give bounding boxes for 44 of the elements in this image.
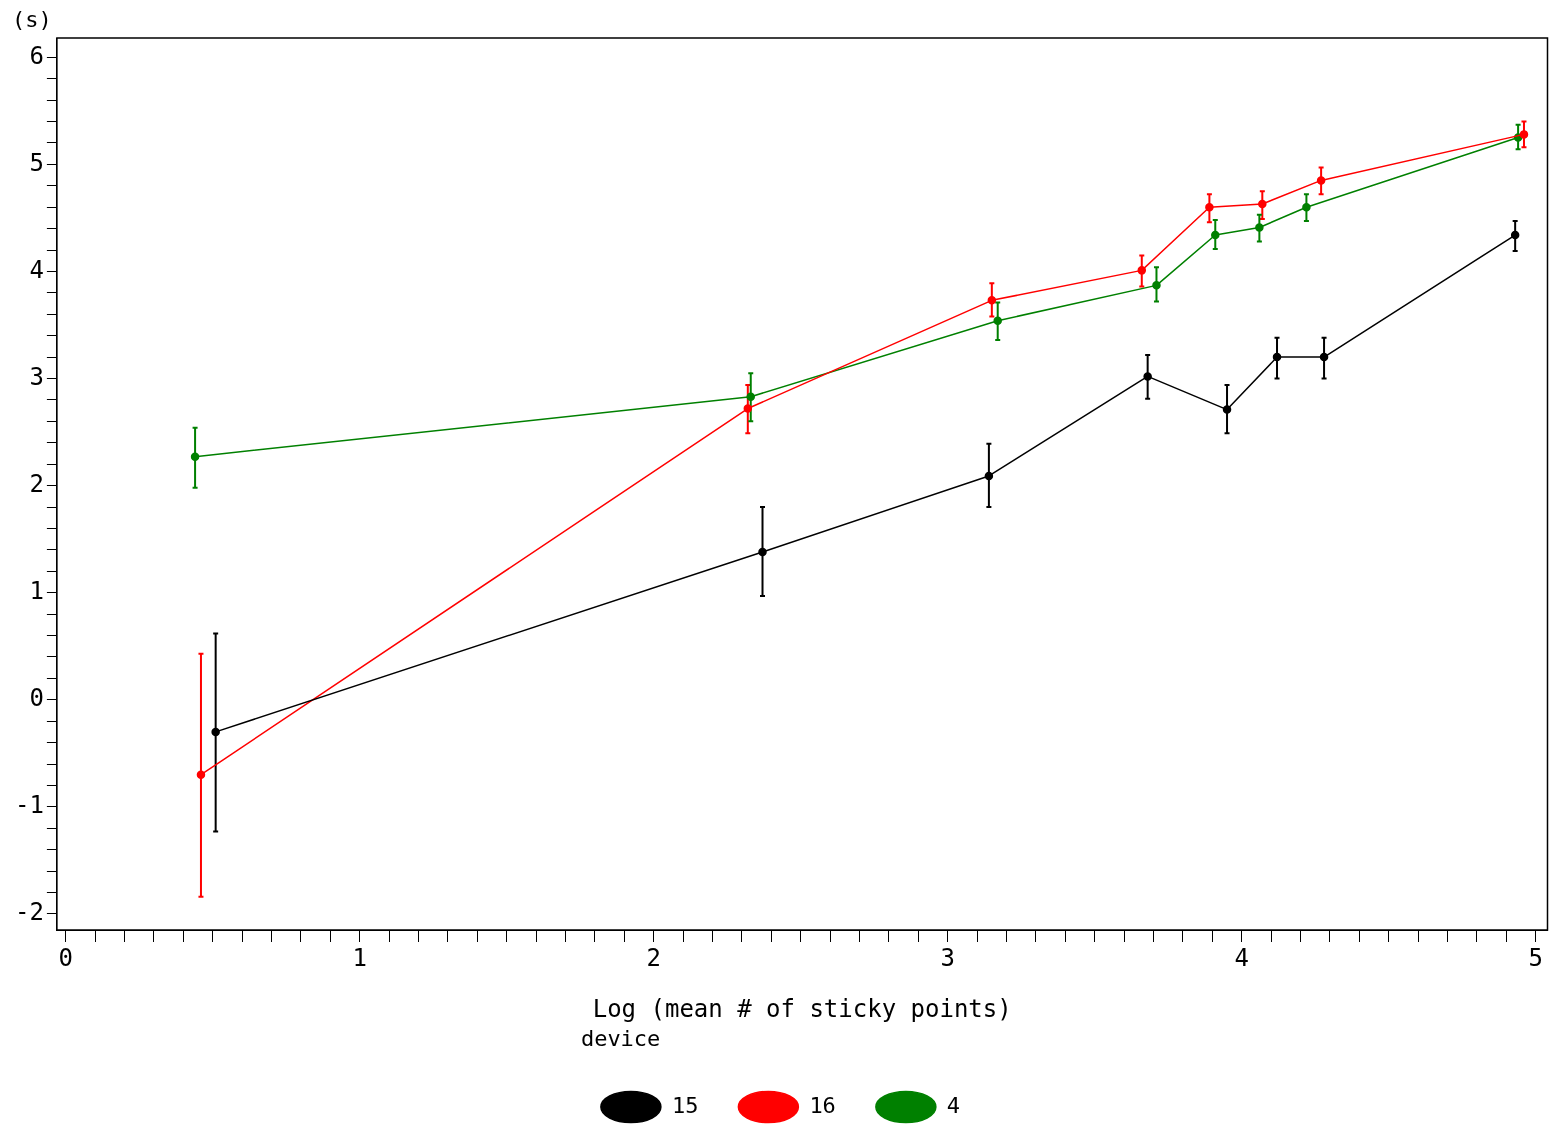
- point: [1302, 202, 1311, 212]
- y-axis-title: (s): [12, 6, 52, 32]
- y-tick-label: 2: [29, 469, 44, 498]
- x-tick-label: 5: [1528, 943, 1543, 972]
- x-tick-label: 0: [58, 943, 73, 972]
- point: [190, 452, 200, 461]
- point: [196, 770, 206, 779]
- y-tick-label: -1: [14, 791, 44, 820]
- point: [1152, 281, 1161, 290]
- point: [993, 316, 1002, 325]
- point: [1205, 202, 1214, 212]
- point: [1519, 130, 1529, 139]
- y-tick-label: 4: [29, 255, 44, 284]
- y-tick-label: 5: [29, 148, 44, 177]
- point: [1137, 266, 1147, 275]
- legend-title: device: [580, 1026, 661, 1052]
- legend-label: 15: [671, 1092, 699, 1118]
- point: [746, 392, 755, 401]
- point: [987, 296, 997, 305]
- point: [1222, 405, 1232, 414]
- point: [758, 547, 767, 557]
- legend-label: 4: [946, 1092, 961, 1118]
- y-tick-label: 6: [29, 41, 44, 70]
- y-tick-label: 0: [29, 684, 44, 713]
- point: [1272, 352, 1282, 362]
- x-tick-label: 1: [352, 943, 367, 972]
- point: [1143, 372, 1152, 381]
- point: [1258, 199, 1267, 209]
- x-axis-title: Log (mean # of sticky points): [592, 995, 1012, 1024]
- point: [984, 471, 994, 481]
- y-tick-label: 1: [29, 576, 44, 605]
- point: [1510, 230, 1520, 240]
- point: [743, 404, 753, 413]
- point: [1319, 352, 1329, 362]
- legend-label: 16: [809, 1092, 836, 1118]
- point: [1316, 176, 1326, 185]
- x-tick-label: 3: [940, 943, 955, 972]
- x-tick-label: 2: [646, 943, 661, 972]
- point: [1255, 223, 1264, 232]
- y-tick-label: 3: [29, 362, 44, 391]
- x-tick-label: 4: [1234, 943, 1249, 972]
- y-tick-label: -2: [14, 898, 44, 927]
- point: [211, 727, 220, 737]
- point: [1211, 230, 1220, 240]
